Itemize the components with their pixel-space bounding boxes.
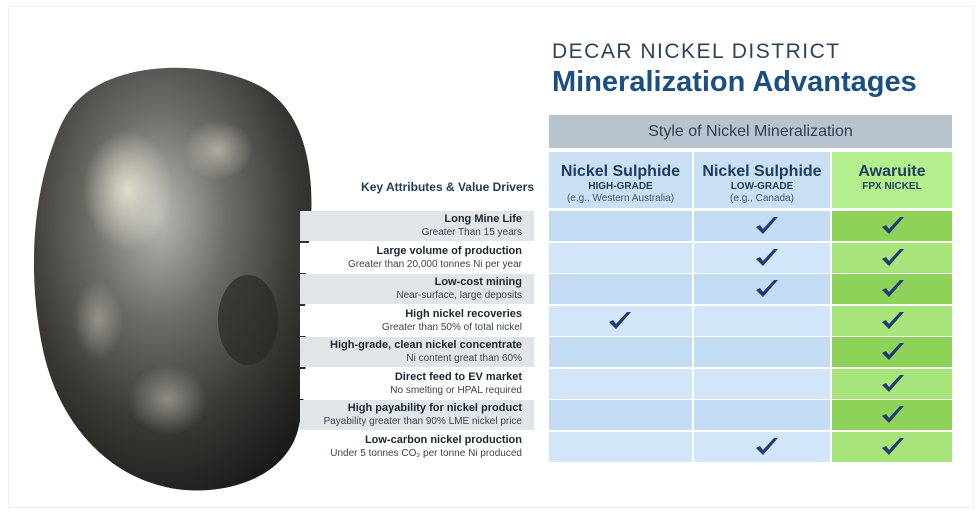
checkmark-icon [880, 404, 906, 426]
row-label: Low-carbon nickel production Under 5 tonn… [300, 431, 534, 462]
column-name: Nickel Sulphide [702, 163, 822, 180]
table-cell [549, 305, 692, 336]
row-subtitle: Ni content great than 60% [406, 353, 522, 364]
group-header: Style of Nickel Mineralization [549, 115, 952, 148]
table-cell [832, 211, 952, 241]
row-title: Large volume of production [376, 244, 522, 257]
row-title: Long Mine Life [444, 213, 522, 225]
table-row: High nickel recoveries Greater than 50% o… [300, 305, 952, 336]
table-cell [832, 274, 952, 304]
table-cell [832, 305, 952, 336]
row-subtitle: No smelting or HPAL required [390, 384, 522, 396]
checkmark-icon [754, 247, 780, 269]
table-cell [694, 400, 830, 430]
table-cell [549, 431, 692, 462]
checkmark-icon [607, 310, 633, 332]
checkmark-icon [880, 373, 906, 395]
table-row: Long Mine Life Greater Than 15 years [300, 211, 952, 241]
row-label: High-grade, clean nickel concentrate Ni c… [300, 337, 534, 367]
row-title: High-grade, clean nickel concentrate [330, 339, 522, 351]
row-title: High payability for nickel product [347, 402, 522, 414]
column-grade: LOW-GRADE [730, 181, 794, 192]
table-cell [694, 305, 830, 336]
checkmark-icon [754, 278, 780, 300]
table-cell [694, 368, 830, 399]
table-cell [694, 242, 830, 273]
row-subtitle: Greater than 20,000 tonnes Ni per year [348, 258, 522, 270]
table-cell [549, 242, 692, 273]
checkmark-icon [880, 341, 906, 363]
checkmark-icon [880, 436, 906, 458]
checkmark-icon [880, 215, 906, 237]
table-row: Direct feed to EV market No smelting or H… [300, 368, 952, 399]
row-label: High payability for nickel product Payabi… [300, 400, 534, 430]
table-row: Low-carbon nickel production Under 5 tonn… [300, 431, 952, 462]
table-cell [694, 337, 830, 367]
checkmark-icon [754, 436, 780, 458]
row-subtitle: Under 5 tonnes CO₂ per tonne Ni produced [330, 447, 522, 459]
row-subtitle: Payability greater than 90% LME nickel p… [323, 416, 522, 427]
column-name: Nickel Sulphide [560, 163, 681, 180]
checkmark-icon [880, 247, 906, 269]
row-label: Large volume of production Greater than 2… [300, 242, 534, 273]
table-cell [832, 242, 952, 273]
table-row: High payability for nickel product Payabi… [300, 400, 952, 430]
table-cell [549, 368, 692, 399]
column-header-high-grade: Nickel Sulphide HIGH-GRADE (e.g., Wester… [549, 152, 692, 208]
nickel-nugget-icon [33, 67, 312, 491]
table-cell [549, 400, 692, 430]
column-grade: FPX NICKEL [862, 181, 922, 192]
checkmark-icon [754, 215, 780, 237]
row-label: Direct feed to EV market No smelting or H… [300, 368, 534, 399]
key-attributes-label: Key Attributes & Value Drivers [361, 180, 534, 194]
row-title: Direct feed to EV market [394, 370, 522, 383]
column-header-low-grade: Nickel Sulphide LOW-GRADE (e.g., Canada) [694, 152, 830, 208]
row-label: Low-cost mining Near-surface, large depos… [300, 274, 534, 304]
row-subtitle: Near-surface, large deposits [396, 290, 522, 301]
column-example: (e.g., Canada) [730, 193, 794, 204]
row-title: Low-cost mining [434, 276, 522, 288]
column-name: Awaruite [858, 163, 926, 180]
table-cell [694, 431, 830, 462]
table-cell [832, 368, 952, 399]
column-example: (e.g., Western Australia) [566, 193, 675, 204]
table-cell [549, 211, 692, 241]
checkmark-icon [880, 310, 906, 332]
table-cell [832, 400, 952, 430]
table-cell [549, 274, 692, 304]
column-header-awaruite: Awaruite FPX NICKEL [832, 152, 952, 208]
row-title: Low-carbon nickel production [364, 433, 522, 446]
table-cell [832, 431, 952, 462]
table-row: Low-cost mining Near-surface, large depos… [300, 274, 952, 304]
column-grade: HIGH-GRADE [588, 181, 653, 192]
row-subtitle: Greater Than 15 years [421, 227, 522, 238]
table-row: High-grade, clean nickel concentrate Ni c… [300, 337, 952, 367]
row-subtitle: Greater than 50% of total nickel [381, 321, 522, 333]
table-cell [694, 274, 830, 304]
table-cell [549, 337, 692, 367]
eyebrow-title: DECAR NICKEL DISTRICT [552, 40, 841, 63]
row-label: High nickel recoveries Greater than 50% o… [300, 305, 534, 336]
table-cell [694, 211, 830, 241]
row-title: High nickel recoveries [405, 307, 522, 320]
row-label: Long Mine Life Greater Than 15 years [300, 211, 534, 241]
checkmark-icon [880, 278, 906, 300]
page-title: Mineralization Advantages [552, 66, 917, 98]
table-row: Large volume of production Greater than 2… [300, 242, 952, 273]
table-cell [832, 337, 952, 367]
